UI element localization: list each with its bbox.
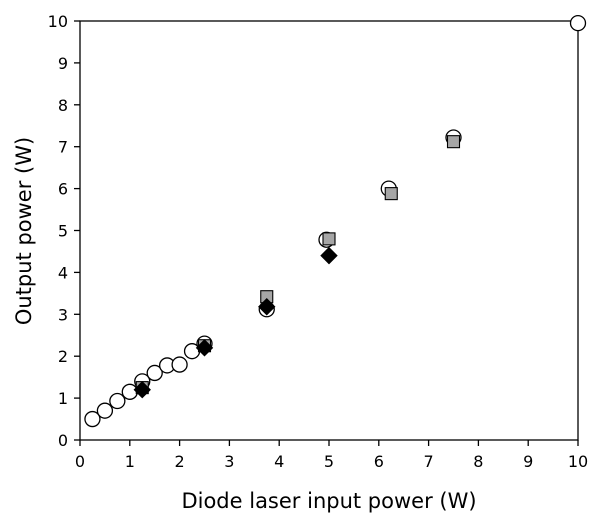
x-axis-title: Diode laser input power (W) xyxy=(181,489,476,513)
x-tick-label: 9 xyxy=(523,452,533,471)
data-point-circle xyxy=(121,383,138,400)
y-tick-label: 6 xyxy=(58,180,68,199)
x-tick-label: 2 xyxy=(175,452,185,471)
y-axis-title: Output power (W) xyxy=(12,137,36,325)
series-1 xyxy=(84,14,587,428)
data-point-circle xyxy=(569,14,587,32)
data-point-square xyxy=(322,232,336,246)
x-tick-label: 5 xyxy=(324,452,334,471)
y-tick-label: 1 xyxy=(58,389,68,408)
y-tick-label: 0 xyxy=(58,431,68,450)
data-point-diamond xyxy=(258,298,276,316)
x-tick-label: 3 xyxy=(224,452,234,471)
x-tick-label: 1 xyxy=(125,452,135,471)
data-point-circle xyxy=(109,392,126,410)
data-point-diamond xyxy=(133,381,151,399)
data-point-circle xyxy=(84,410,101,428)
data-point-circle xyxy=(96,402,114,419)
data-point-circle xyxy=(171,356,188,373)
x-tick-label: 0 xyxy=(75,452,85,471)
data-point-square xyxy=(446,135,461,149)
x-tick-label: 8 xyxy=(473,452,483,471)
x-tick-label: 4 xyxy=(274,452,284,471)
data-point-diamond xyxy=(195,339,214,357)
x-tick-label: 6 xyxy=(374,452,384,471)
y-tick-label: 8 xyxy=(58,96,68,115)
x-tick-label: 10 xyxy=(568,452,588,471)
y-tick-label: 9 xyxy=(58,54,68,73)
y-tick-label: 2 xyxy=(58,347,68,366)
y-tick-label: 4 xyxy=(58,263,68,282)
y-tick-label: 7 xyxy=(58,138,68,157)
data-point-square xyxy=(384,187,398,201)
y-ticks: 0 1 2 3 4 5 6 7 8 9 10 xyxy=(48,12,80,450)
data-point-circle xyxy=(146,364,163,382)
x-ticks: 0 1 2 3 4 5 6 7 8 9 10 xyxy=(75,440,588,471)
data-marks xyxy=(84,14,587,428)
y-tick-label: 10 xyxy=(48,12,68,31)
series-2 xyxy=(135,135,461,395)
y-tick-label: 3 xyxy=(58,305,68,324)
series-3 xyxy=(133,246,338,399)
x-tick-label: 7 xyxy=(424,452,434,471)
y-tick-label: 5 xyxy=(58,222,68,241)
data-point-diamond xyxy=(320,246,338,265)
